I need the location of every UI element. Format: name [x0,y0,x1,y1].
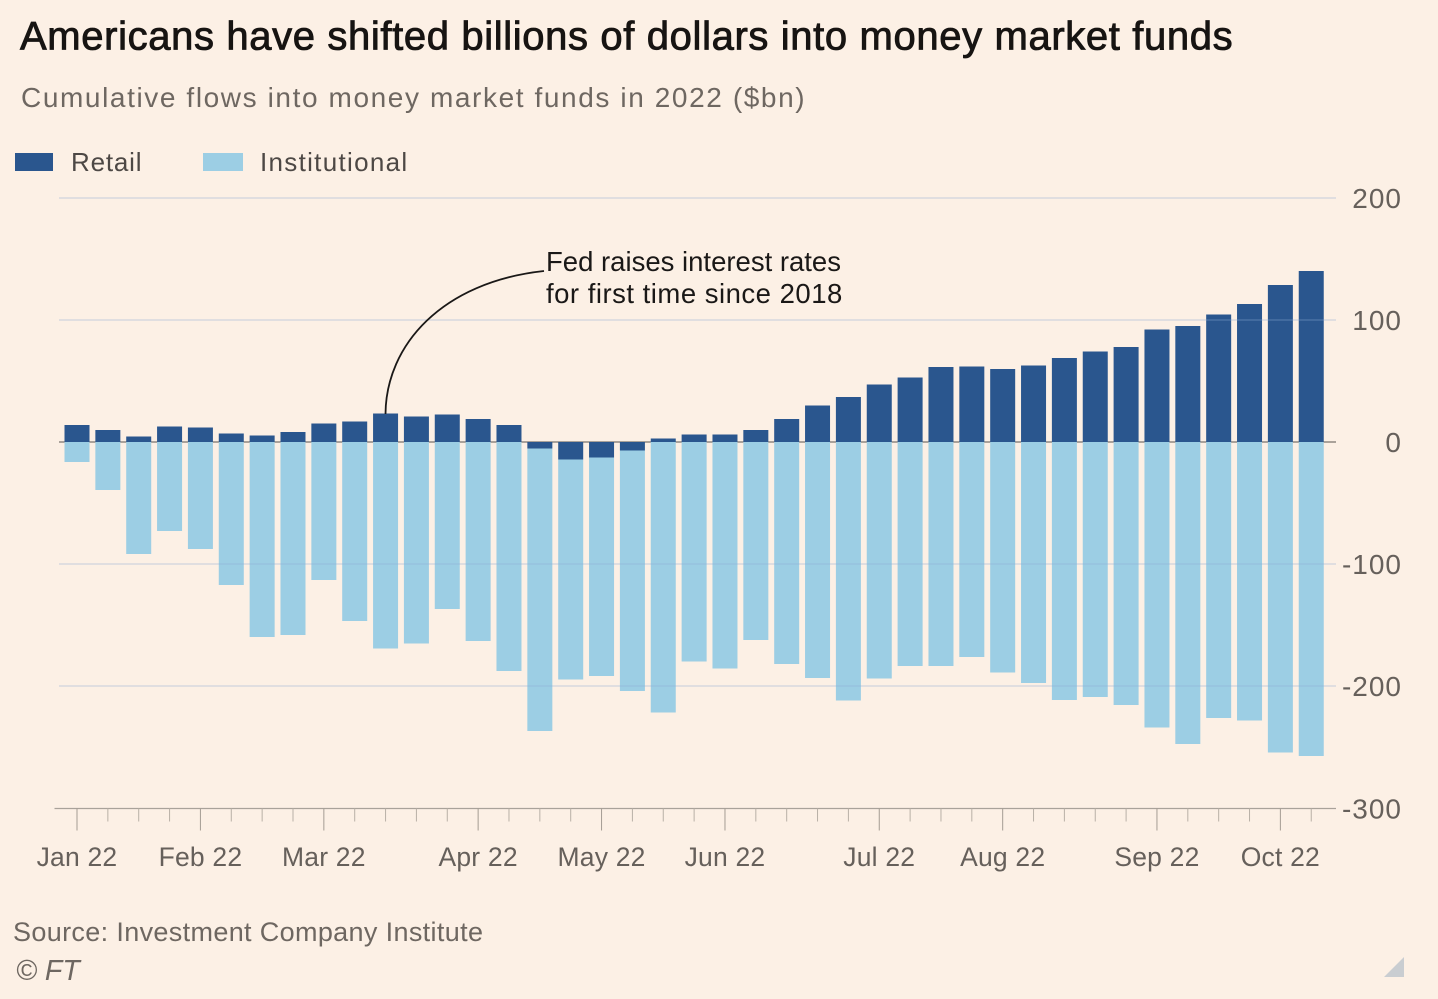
svg-text:Feb 22: Feb 22 [159,842,243,872]
svg-text:Jan 22: Jan 22 [37,842,118,872]
svg-text:100: 100 [1352,305,1402,336]
svg-text:Cumulative flows into money ma: Cumulative flows into money market funds… [21,82,806,113]
svg-text:Aug 22: Aug 22 [960,842,1045,872]
svg-text:Jun 22: Jun 22 [685,842,766,872]
svg-text:Source: Investment Company Ins: Source: Investment Company Institute [13,917,483,947]
svg-text:Fed raises interest rates: Fed raises interest rates [546,246,841,277]
svg-text:-100: -100 [1342,549,1402,580]
svg-text:© FT: © FT [16,955,82,987]
svg-text:Retail: Retail [71,147,142,177]
svg-text:Oct 22: Oct 22 [1241,842,1320,872]
svg-text:Jul 22: Jul 22 [843,842,915,872]
svg-text:Mar 22: Mar 22 [282,842,366,872]
svg-text:0: 0 [1385,427,1402,458]
svg-text:Apr 22: Apr 22 [438,842,517,872]
svg-text:Sep 22: Sep 22 [1114,842,1199,872]
svg-text:Institutional: Institutional [260,147,408,177]
svg-text:-200: -200 [1342,671,1402,702]
svg-text:-300: -300 [1342,794,1402,825]
svg-text:for first time since 2018: for first time since 2018 [546,278,843,309]
svg-text:200: 200 [1352,183,1402,214]
svg-text:May 22: May 22 [557,842,645,872]
svg-text:Americans have shifted billion: Americans have shifted billions of dolla… [20,15,1233,59]
